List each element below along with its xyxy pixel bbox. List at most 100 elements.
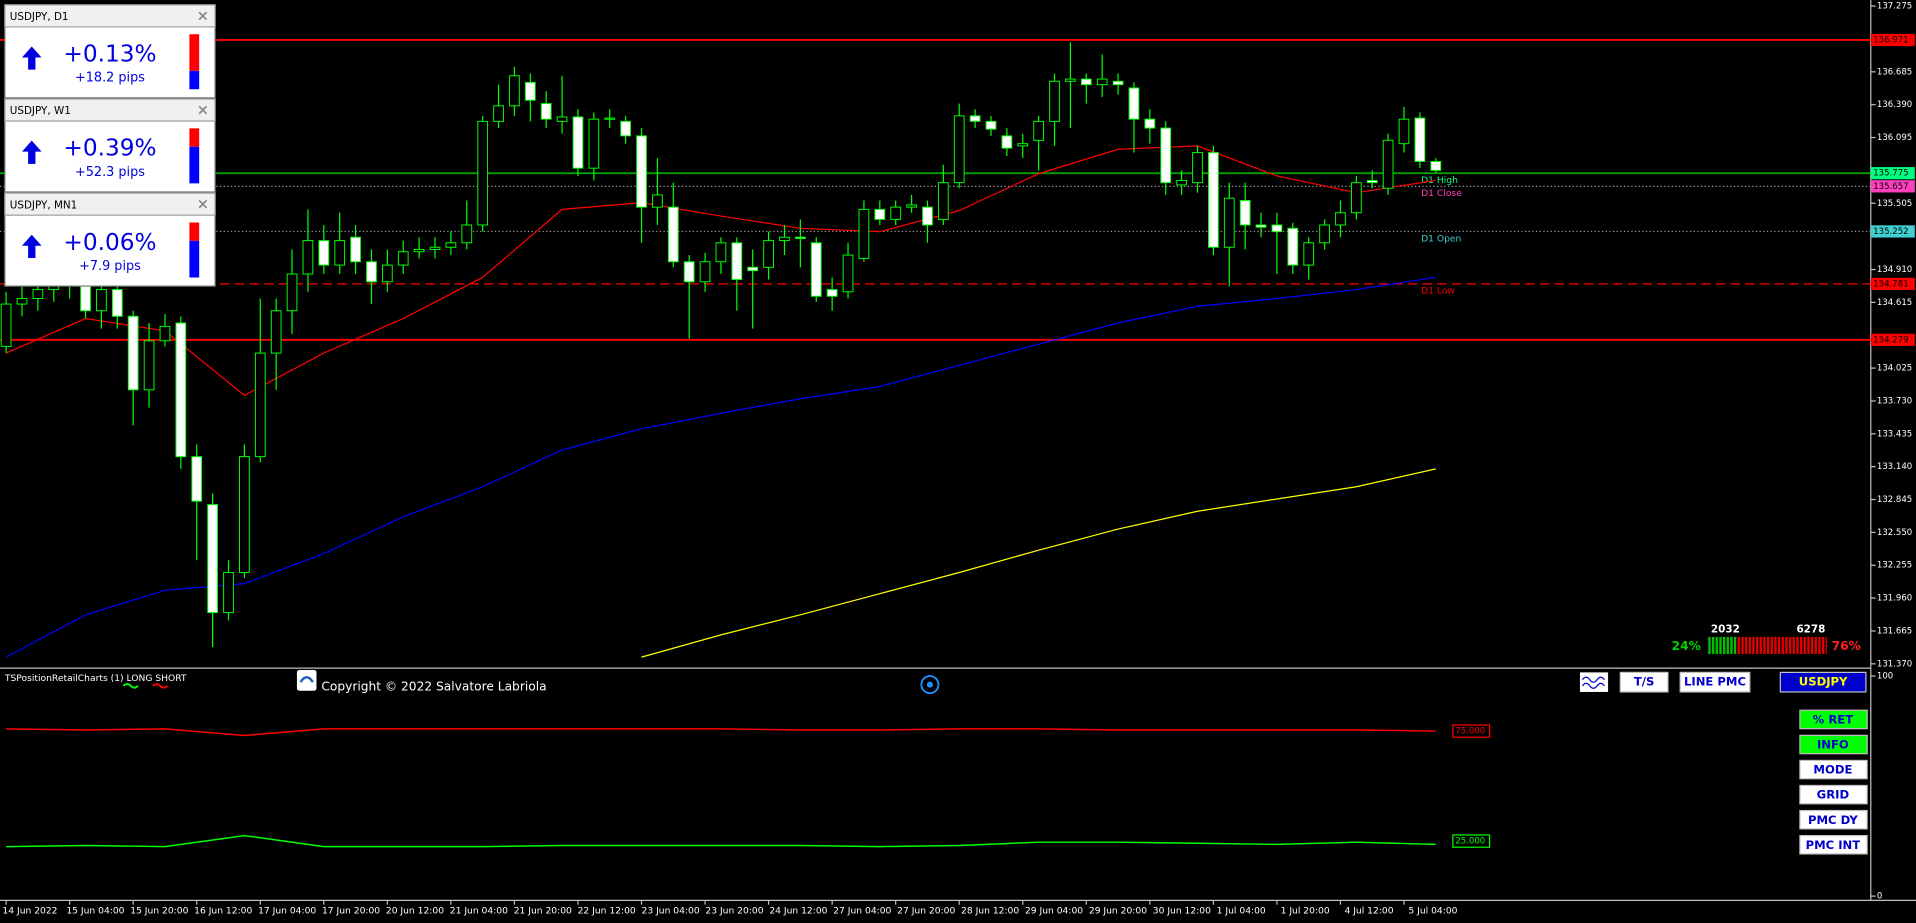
candle-body [1017, 143, 1029, 147]
candle-body [540, 103, 552, 120]
candle-body [366, 261, 377, 283]
candle-body [1430, 161, 1442, 171]
candle-body [763, 240, 774, 268]
candle-body [0, 303, 12, 347]
x-tick-label: 21 Jun 04:00 [450, 905, 508, 916]
candle-body [953, 115, 965, 184]
candle-body [1382, 139, 1394, 189]
target-icon[interactable] [920, 675, 940, 695]
candle-body [1112, 80, 1124, 86]
side-button[interactable] [1799, 834, 1868, 855]
side-button[interactable] [1799, 809, 1868, 830]
candle-body [842, 254, 854, 293]
price-level-label: 134.781 [1873, 279, 1908, 289]
price-level-box [1870, 180, 1915, 193]
price-level-label: 136.971 [1873, 35, 1908, 45]
level-name: D1 Low [1421, 286, 1455, 297]
candle-body [493, 105, 504, 122]
x-tick-label: 20 Jun 12:00 [386, 905, 444, 916]
candle-body [652, 194, 663, 208]
candle-body [477, 120, 489, 226]
candle-body [715, 242, 727, 263]
short-bar [1736, 636, 1827, 655]
top-button[interactable] [1679, 671, 1751, 693]
x-tick-label: 30 Jun 12:00 [1153, 905, 1211, 916]
top-button-label: T/S [1634, 675, 1655, 689]
candle-body [636, 135, 647, 208]
y-tick-label: 133.140 [1877, 462, 1912, 472]
candle-body [1319, 224, 1330, 244]
candle-body [16, 298, 28, 305]
side-button-label: INFO [1817, 738, 1849, 752]
price-level-label: 135.657 [1873, 182, 1908, 192]
indicator-title: TSPositionRetailCharts (1) LONG SHORT [4, 673, 187, 684]
widget-close[interactable] [198, 11, 208, 21]
candle-body [922, 206, 933, 226]
price-level-box [1870, 277, 1915, 291]
candle-body [810, 242, 822, 297]
top-button[interactable] [1779, 671, 1867, 693]
y-tick-label: 132.550 [1877, 528, 1912, 538]
widget-change: +0.06% [63, 229, 156, 256]
candle-body [254, 352, 266, 458]
widget-title: USDJPY, W1 [10, 105, 71, 117]
long-bar [1707, 636, 1737, 655]
widget-change: +0.39% [63, 135, 156, 162]
side-button-label: PMC INT [1806, 838, 1861, 852]
y-tick-label: 137.275 [1877, 2, 1912, 12]
y-tick-label: 131.370 [1877, 659, 1912, 669]
x-tick-label: 14 Jun 2022 [2, 905, 57, 916]
y-tick-label: 134.910 [1877, 265, 1912, 275]
candle-body [1223, 197, 1235, 248]
x-tick-label: 4 Jul 12:00 [1344, 905, 1393, 916]
x-tick-label: 22 Jun 12:00 [578, 905, 636, 916]
candle-body [524, 81, 536, 101]
candle-body [906, 204, 917, 208]
widget-bar-red [189, 222, 200, 241]
widget-pips: +52.3 pips [75, 165, 145, 180]
widget-title: USDJPY, D1 [10, 11, 69, 23]
short-pct: 76% [1832, 639, 1861, 653]
candle-body [699, 261, 711, 283]
side-button[interactable] [1799, 709, 1868, 730]
candle-body [32, 289, 44, 299]
price-level-box [1870, 333, 1915, 346]
indicator-level-box [1452, 834, 1491, 848]
candle-body [397, 251, 409, 266]
moving-average [641, 468, 1436, 658]
candle-body [667, 206, 679, 263]
widget-bar-blue [189, 240, 200, 278]
widget-change: +0.13% [63, 41, 156, 68]
logo [296, 669, 317, 691]
widget-close[interactable] [198, 105, 208, 115]
side-button[interactable] [1799, 784, 1868, 805]
candle-body [588, 118, 600, 169]
logo-mark [299, 676, 314, 683]
candle-body [1208, 152, 1219, 248]
top-button[interactable] [1619, 671, 1669, 693]
y-tick-label: 136.685 [1877, 67, 1912, 77]
candle-body [96, 289, 107, 312]
side-button[interactable] [1799, 734, 1868, 755]
moving-average [5, 145, 1436, 397]
candle-body [1398, 118, 1410, 145]
widget-bar-red [189, 34, 200, 71]
candle-body [286, 273, 298, 312]
widget-header [4, 98, 216, 122]
candle-body [1096, 78, 1108, 86]
overlay: 136.971 135.775 135.657 135.252 134.781 134.2… [4, 4, 1915, 855]
candle-body [509, 75, 520, 107]
price-level-label: 134.279 [1873, 335, 1908, 345]
candle-body [556, 116, 568, 122]
side-button[interactable] [1799, 759, 1868, 780]
widget-close[interactable] [198, 199, 208, 209]
x-tick-label: 23 Jun 20:00 [705, 905, 763, 916]
x-tick-label: 5 Jul 04:00 [1408, 905, 1457, 916]
candle-body [890, 206, 902, 220]
indicator-level-box [1452, 724, 1491, 738]
y-tick-label: 131.960 [1877, 594, 1912, 604]
x-tick-label: 15 Jun 04:00 [66, 905, 124, 916]
y-tick-label: 136.390 [1877, 100, 1912, 110]
candle-body [572, 116, 584, 169]
x-tick-label: 24 Jun 12:00 [769, 905, 827, 916]
